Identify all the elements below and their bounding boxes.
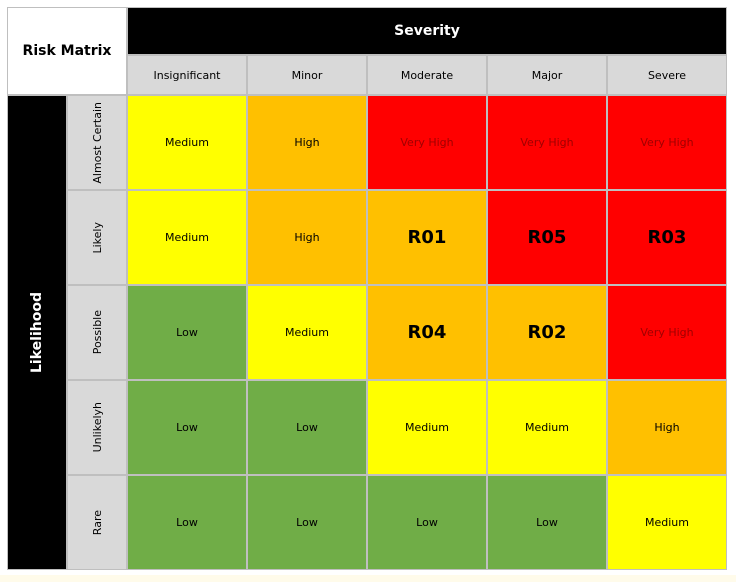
risk-cell: Medium (247, 285, 367, 380)
row-label: Possible (90, 310, 104, 355)
risk-cell: R01 (367, 190, 487, 285)
column-label: Major (487, 55, 607, 95)
risk-cell: Very High (367, 95, 487, 190)
risk-cell: Low (247, 475, 367, 570)
risk-cell: R02 (487, 285, 607, 380)
matrix-title: Risk Matrix (7, 7, 127, 95)
risk-cell: Very High (607, 95, 727, 190)
row-label: Almost Certain (90, 101, 104, 184)
row-label-cell: Likely (67, 190, 127, 285)
row-header: Likelihood (29, 292, 45, 373)
risk-cell: Very High (487, 95, 607, 190)
row-label: Rare (90, 509, 104, 536)
row-label: Likely (90, 221, 104, 254)
row-label-cell: Rare (67, 475, 127, 570)
column-label: Severe (607, 55, 727, 95)
column-label: Insignificant (127, 55, 247, 95)
risk-cell: Low (127, 380, 247, 475)
risk-cell: High (247, 190, 367, 285)
risk-cell: R03 (607, 190, 727, 285)
risk-cell: Medium (127, 95, 247, 190)
risk-cell: Medium (367, 380, 487, 475)
row-label-cell: Almost Certain (67, 95, 127, 190)
row-label: Unlikelyh (90, 402, 104, 453)
column-header: Severity (127, 7, 727, 55)
risk-cell: R04 (367, 285, 487, 380)
risk-cell: Very High (607, 285, 727, 380)
risk-cell: Medium (487, 380, 607, 475)
risk-cell: Medium (127, 190, 247, 285)
risk-cell: High (607, 380, 727, 475)
risk-cell: Low (127, 475, 247, 570)
risk-cell: Low (487, 475, 607, 570)
column-label: Moderate (367, 55, 487, 95)
row-label-cell: Possible (67, 285, 127, 380)
row-label-cell: Unlikelyh (67, 380, 127, 475)
row-header-cell: Likelihood (7, 95, 67, 570)
risk-cell: Low (127, 285, 247, 380)
risk-cell: Low (247, 380, 367, 475)
risk-cell: Medium (607, 475, 727, 570)
column-label: Minor (247, 55, 367, 95)
risk-cell: Low (367, 475, 487, 570)
risk-cell: R05 (487, 190, 607, 285)
risk-cell: High (247, 95, 367, 190)
